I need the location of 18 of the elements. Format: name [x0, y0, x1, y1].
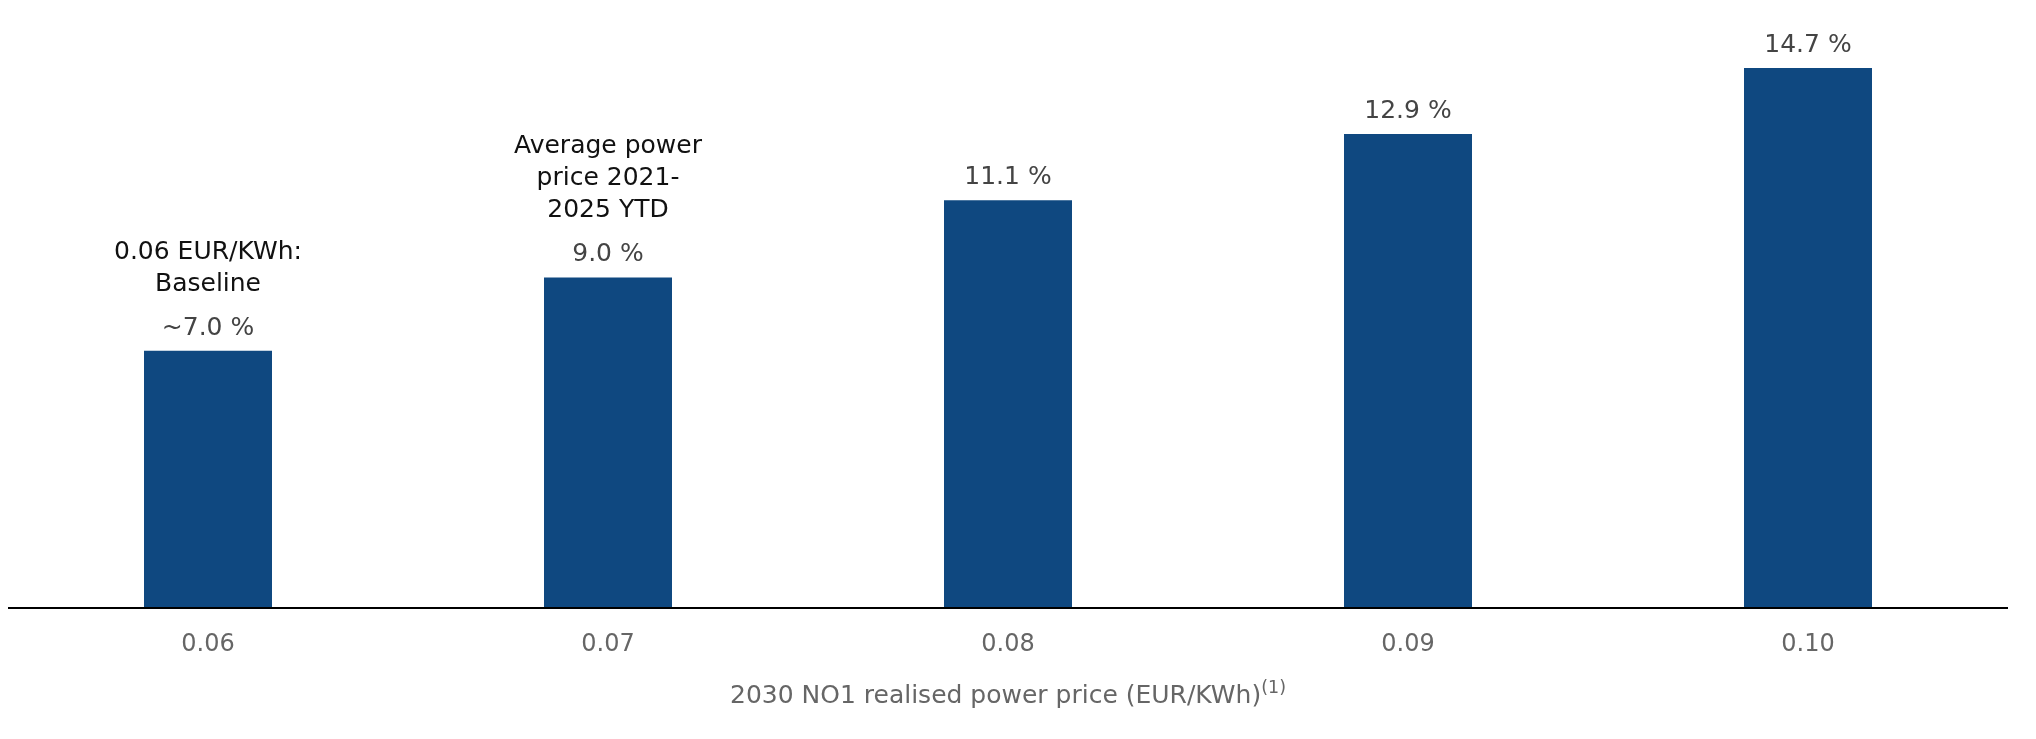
annotation: Average power price 2021-2025 YTD [514, 130, 703, 224]
data-label: 11.1 % [964, 161, 1052, 191]
bar [544, 277, 672, 608]
x-axis-title: 2030 NO1 realised power price (EUR/KWh)$^{(1)}$ [730, 677, 1286, 709]
data-label: ~7.0 % [161, 311, 255, 341]
x-tick-label: 0.09 [1381, 629, 1435, 658]
bar [1744, 68, 1872, 608]
data-label: 9.0 % [572, 238, 644, 268]
bar [944, 200, 1072, 608]
data-label: 12.9 % [1364, 95, 1452, 125]
x-tick-label: 0.08 [981, 629, 1035, 658]
annotation: 0.06 EUR/KWh: Baseline [114, 235, 302, 297]
x-tick-label: 0.07 [581, 629, 635, 658]
data-label: 14.7 % [1764, 29, 1852, 58]
bar [144, 350, 272, 608]
x-tick-label: 0.10 [1781, 629, 1835, 658]
x-tick-label: 0.06 [181, 629, 235, 658]
bar [1344, 134, 1472, 608]
